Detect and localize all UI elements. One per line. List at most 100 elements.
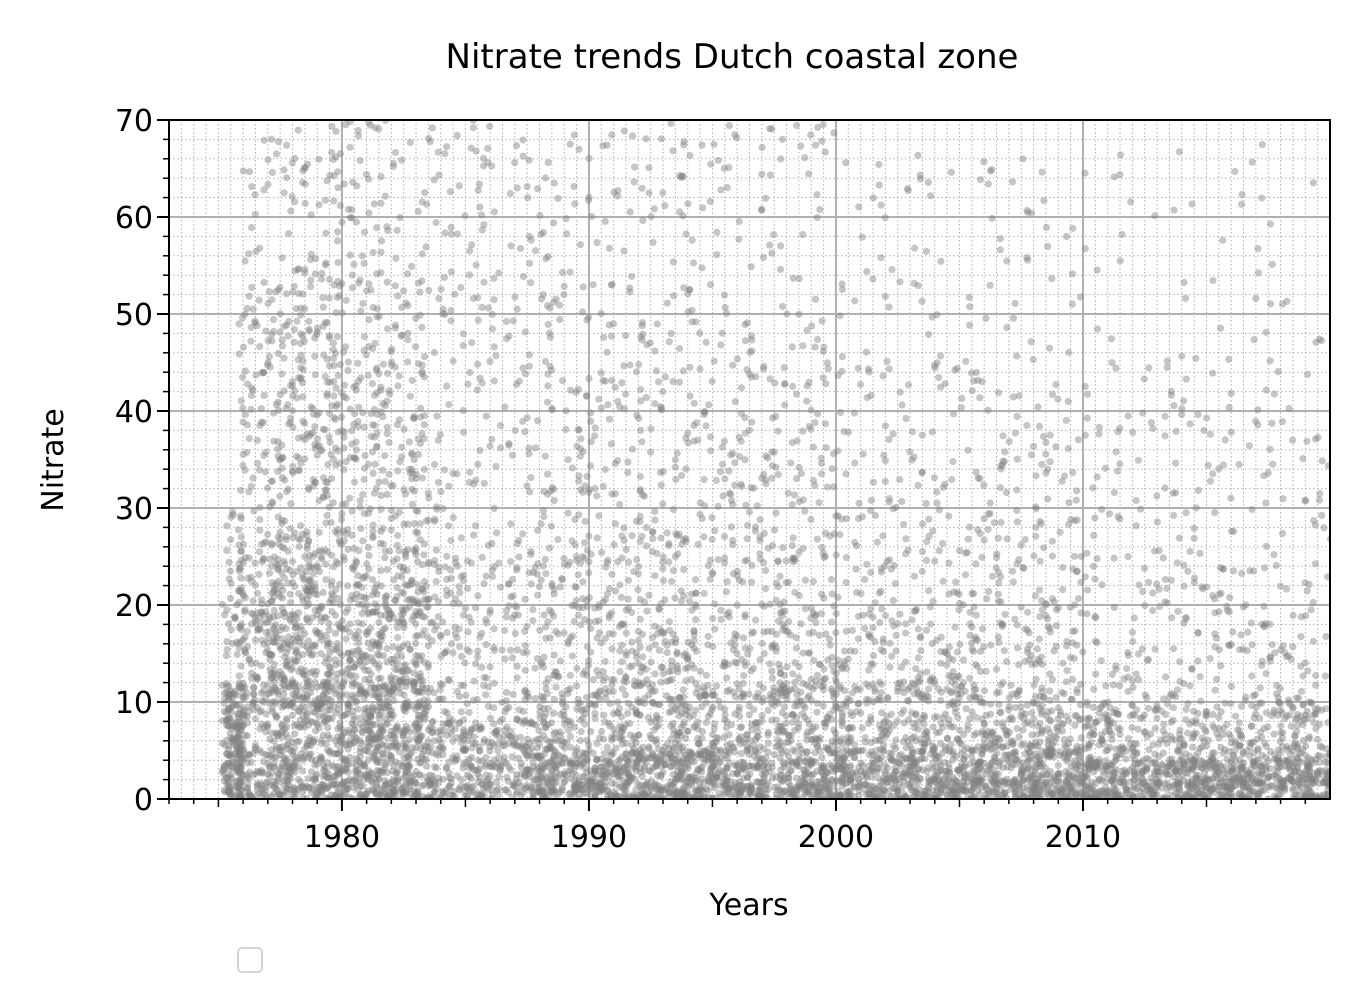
data-point — [237, 587, 245, 596]
data-point — [622, 721, 630, 729]
data-point — [686, 748, 694, 756]
data-point — [366, 726, 374, 735]
data-point — [233, 765, 241, 773]
data-point — [447, 307, 455, 315]
data-point — [403, 701, 411, 710]
data-point — [235, 727, 243, 735]
data-point — [340, 556, 348, 564]
data-point — [352, 660, 360, 669]
data-point — [235, 743, 244, 752]
data-point — [237, 533, 245, 541]
data-point — [323, 746, 332, 754]
data-point — [225, 575, 233, 583]
data-point — [628, 662, 636, 670]
data-point — [365, 676, 373, 684]
data-point — [418, 652, 426, 660]
data-point — [311, 776, 319, 784]
data-point — [348, 427, 356, 435]
data-point — [356, 503, 364, 511]
data-point — [474, 647, 482, 655]
data-point — [466, 368, 474, 376]
data-point — [247, 405, 255, 413]
data-point — [630, 764, 639, 772]
data-point — [418, 250, 426, 258]
data-point — [276, 794, 284, 799]
data-point — [286, 700, 294, 708]
data-point — [373, 443, 381, 451]
data-point — [253, 674, 261, 682]
data-point — [334, 400, 342, 408]
data-point — [505, 602, 513, 610]
data-point — [519, 136, 527, 144]
data-point — [227, 626, 235, 634]
data-point — [405, 763, 413, 771]
data-point — [521, 666, 529, 674]
data-point — [321, 426, 329, 434]
data-point — [717, 606, 725, 615]
data-point — [464, 628, 472, 636]
scatter-points — [218, 120, 1330, 799]
data-point — [276, 455, 284, 463]
data-point — [474, 756, 482, 765]
data-point — [484, 541, 492, 549]
data-point — [511, 426, 519, 435]
data-point — [241, 608, 249, 616]
data-point — [383, 758, 391, 766]
data-point — [513, 184, 521, 192]
data-point — [286, 617, 294, 625]
data-point — [384, 226, 392, 235]
data-point — [552, 683, 560, 691]
data-point — [245, 168, 254, 176]
data-point — [764, 706, 772, 715]
data-point — [223, 773, 231, 782]
data-point — [288, 664, 296, 672]
data-point — [474, 460, 482, 468]
data-point — [573, 682, 581, 690]
data-point — [368, 380, 376, 388]
data-point — [803, 728, 812, 736]
data-point — [461, 604, 470, 613]
data-point — [299, 570, 307, 579]
data-point — [463, 700, 471, 708]
data-point — [259, 769, 267, 777]
data-point — [357, 307, 365, 315]
data-point — [274, 445, 282, 453]
data-point — [375, 618, 383, 627]
data-point — [410, 413, 418, 421]
data-point — [258, 697, 266, 705]
data-point — [268, 746, 276, 754]
data-point — [420, 421, 428, 429]
data-point — [447, 779, 455, 787]
data-point — [328, 577, 336, 586]
data-point — [332, 309, 340, 317]
data-point — [327, 518, 335, 527]
data-point — [282, 625, 290, 633]
data-point — [414, 689, 422, 697]
data-point — [257, 608, 265, 616]
data-point — [579, 714, 587, 722]
data-point — [394, 774, 402, 783]
data-point — [521, 642, 530, 650]
data-point — [655, 701, 664, 709]
data-point — [377, 768, 385, 776]
data-point — [484, 144, 492, 153]
data-point — [614, 698, 622, 706]
data-point — [685, 597, 694, 605]
data-point — [326, 663, 334, 671]
data-point — [245, 655, 253, 663]
data-point — [365, 209, 373, 217]
data-point — [400, 486, 408, 494]
data-point — [313, 721, 321, 729]
data-point — [521, 627, 529, 635]
data-point — [237, 763, 245, 771]
data-point — [517, 733, 525, 742]
data-point — [552, 728, 560, 736]
data-point — [492, 352, 500, 360]
data-point — [290, 744, 298, 752]
data-point — [453, 132, 461, 140]
data-point — [416, 607, 424, 616]
data-point — [359, 723, 367, 731]
data-point — [276, 492, 284, 500]
data-point — [544, 759, 552, 767]
data-point — [400, 589, 408, 597]
